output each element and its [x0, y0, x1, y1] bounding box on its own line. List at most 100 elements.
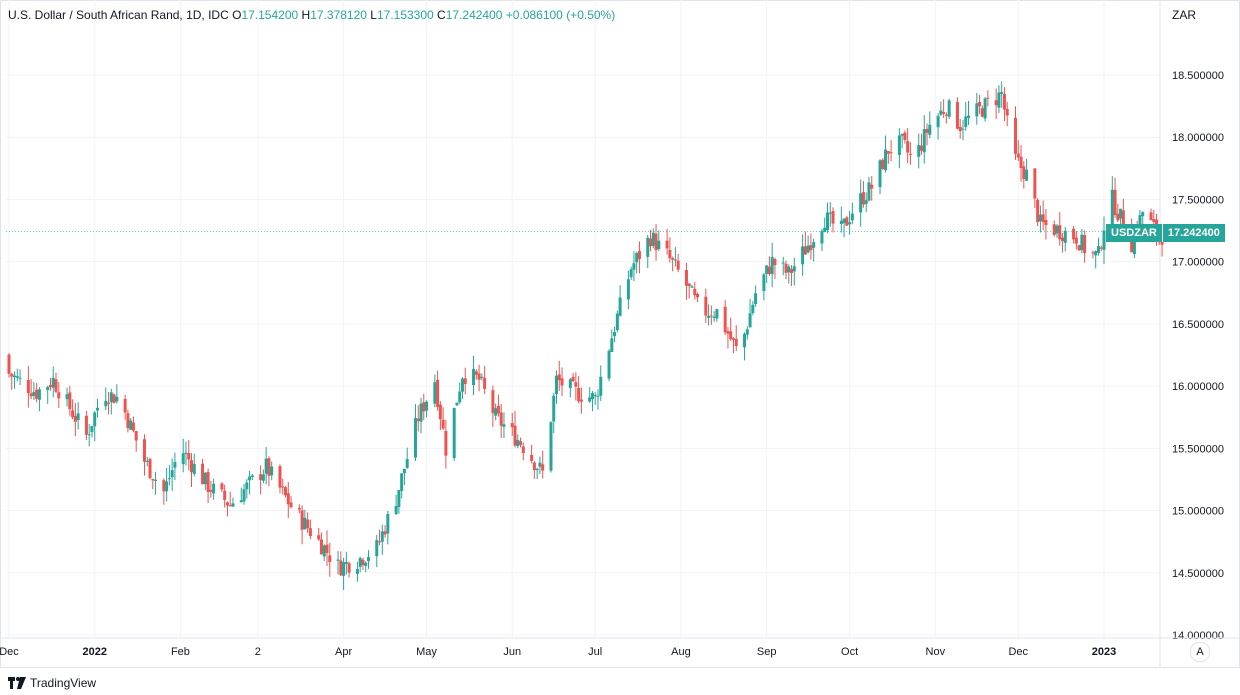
candle-body: [671, 258, 675, 260]
candle-body: [142, 439, 146, 462]
candle-body: [65, 394, 69, 400]
x-tick-label: Nov: [926, 646, 946, 658]
candle-body: [289, 502, 293, 508]
x-tick-label: 2: [255, 646, 261, 658]
candle-body: [1083, 235, 1087, 254]
x-tick-label: Jun: [503, 646, 521, 658]
candle-body: [1160, 240, 1164, 245]
candle-body: [444, 430, 448, 456]
candle-body: [107, 402, 111, 404]
candle-body: [29, 393, 33, 397]
candle-body: [319, 539, 323, 555]
y-tick-label: 18.500000: [1172, 70, 1224, 82]
x-tick-label: Oct: [841, 646, 858, 658]
candle-body: [460, 378, 464, 392]
candle-body: [823, 227, 827, 232]
legend-close-value: 17.242400: [445, 8, 503, 22]
candle-body: [884, 149, 888, 171]
candle-body: [223, 490, 227, 500]
candle-body: [151, 479, 155, 481]
candlestick-chart[interactable]: 14.000000 14.500000 15.000000 15.500000 16.0…: [0, 0, 1240, 668]
candle-body: [491, 390, 495, 414]
candle-body: [54, 379, 58, 392]
candle-body: [618, 297, 622, 316]
candle-body: [588, 397, 592, 402]
candle-body: [939, 110, 943, 115]
candle-body: [925, 128, 929, 133]
candle-body: [986, 97, 990, 99]
candle-body: [167, 478, 171, 480]
y-tick-label: 14.500000: [1172, 568, 1224, 580]
candle-body: [922, 129, 926, 153]
candle-body: [10, 373, 14, 377]
candle-body: [364, 562, 368, 566]
x-tick-label: Dec: [1008, 646, 1028, 658]
candle-body: [455, 402, 459, 406]
candle-body: [676, 260, 680, 270]
candle-body: [361, 559, 365, 566]
x-tick-label: Dec: [0, 646, 19, 658]
candle-body: [654, 233, 658, 251]
candle-body: [458, 391, 462, 403]
candle-body: [806, 245, 810, 253]
candle-body: [825, 212, 829, 231]
candle-body: [626, 279, 630, 300]
candle-body: [206, 471, 210, 492]
tradingview-logo-icon[interactable]: [8, 677, 26, 689]
candle-body: [864, 200, 868, 205]
candle-body: [84, 415, 88, 435]
candle-body: [115, 396, 119, 402]
price-tag-value: 17.242400: [1162, 224, 1225, 242]
x-tick-label: Apr: [335, 646, 352, 658]
candle-body: [571, 376, 575, 382]
auto-scale-button[interactable]: A: [1190, 642, 1210, 662]
candle-body: [278, 466, 282, 488]
chart-legend: U.S. Dollar / South African Rand, 1D, ID…: [8, 8, 615, 22]
candle-body: [131, 422, 135, 431]
candle-body: [867, 182, 871, 201]
candle-body: [516, 439, 520, 446]
candle-body: [908, 153, 912, 155]
candle-body: [745, 329, 749, 335]
candle-body: [225, 502, 229, 506]
candle-body: [723, 306, 727, 333]
x-tick-label: Aug: [671, 646, 691, 658]
candle-body: [889, 152, 893, 154]
candle-body: [513, 425, 517, 446]
candle-body: [181, 453, 185, 465]
candle-body: [809, 245, 813, 251]
candle-body: [441, 419, 445, 429]
candle-body: [1044, 219, 1048, 226]
candle-body: [405, 459, 409, 468]
candle-body: [57, 392, 61, 399]
candle-body: [599, 376, 603, 396]
candle-body: [336, 559, 340, 561]
candle-body: [73, 415, 77, 422]
candle-body: [535, 468, 539, 471]
candle-body: [494, 408, 498, 416]
candle-body: [463, 378, 467, 385]
candle-body: [765, 265, 769, 274]
candle-body: [541, 464, 545, 471]
candle-body: [154, 479, 158, 481]
candle-body: [726, 331, 730, 334]
footer-brand[interactable]: TradingView: [30, 676, 97, 690]
candle-body: [881, 159, 885, 169]
candle-body: [767, 266, 771, 275]
candle-body: [270, 466, 274, 476]
candle-body: [1063, 230, 1067, 243]
candle-body: [148, 459, 152, 479]
x-tick-label: Feb: [171, 646, 190, 658]
candle-body: [1102, 230, 1106, 250]
legend-high-value: 17.378120: [310, 8, 367, 22]
candle-body: [483, 377, 487, 389]
candle-body: [693, 288, 697, 296]
candle-body: [380, 531, 384, 542]
legend-low-key: L: [370, 8, 377, 22]
candle-body: [900, 133, 904, 136]
candle-body: [1074, 237, 1078, 244]
candle-body: [250, 475, 254, 477]
candle-body: [436, 379, 440, 407]
candle-body: [201, 463, 205, 485]
candle-body: [358, 557, 362, 567]
